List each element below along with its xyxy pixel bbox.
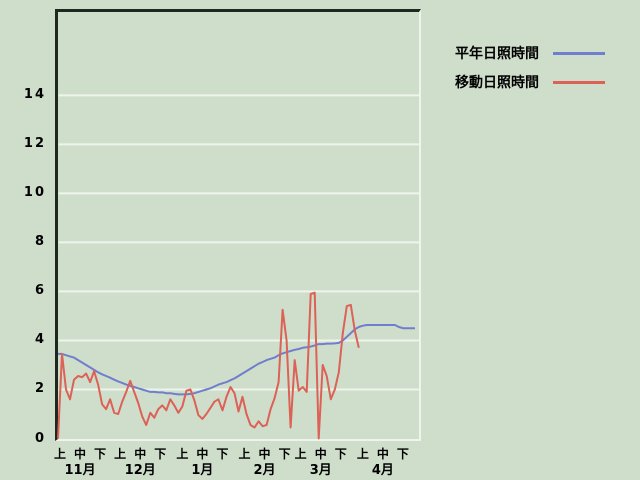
y-tick-label-2: 2 [34, 381, 46, 397]
legend-label-normal-sunshine: 平年日照時間 [455, 46, 539, 62]
x-month-label-12月: 12月 [124, 463, 156, 478]
moving-line-swatch [553, 80, 605, 84]
x-tick-4月-中: 中 [376, 447, 389, 461]
x-tick-3月-下: 下 [334, 447, 347, 461]
x-tick-2月-下: 下 [278, 447, 291, 461]
y-tick-label-14: 14 [23, 87, 46, 103]
y-tick-label-10: 10 [23, 185, 46, 201]
x-tick-4月-上: 上 [356, 447, 369, 461]
x-tick-12月-下: 下 [154, 447, 167, 461]
x-tick-11月-下: 下 [94, 447, 107, 461]
y-tick-label-8: 8 [34, 234, 46, 250]
legend-row-moving: 移動日照時間 [455, 72, 605, 92]
normal-line-swatch [553, 51, 605, 55]
x-month-label-1月: 1月 [191, 463, 214, 478]
x-tick-2月-中: 中 [258, 447, 271, 461]
legend: 平年日照時間 移動日照時間 [455, 43, 605, 101]
x-tick-1月-下: 下 [216, 447, 229, 461]
y-tick-label-0: 0 [34, 430, 46, 446]
legend-label-moving-sunshine: 移動日照時間 [455, 75, 539, 91]
y-tick-label-6: 6 [34, 283, 46, 299]
y-tick-label-12: 12 [23, 136, 46, 152]
x-tick-1月-上: 上 [176, 447, 189, 461]
x-tick-3月-中: 中 [314, 447, 327, 461]
x-tick-12月-中: 中 [134, 447, 147, 461]
x-tick-2月-上: 上 [238, 447, 251, 461]
x-month-label-2月: 2月 [253, 463, 276, 478]
x-tick-11月-中: 中 [74, 447, 87, 461]
x-tick-4月-下: 下 [396, 447, 409, 461]
x-tick-12月-上: 上 [114, 447, 127, 461]
x-tick-3月-上: 上 [294, 447, 307, 461]
x-month-label-4月: 4月 [371, 463, 394, 478]
x-month-label-11月: 11月 [64, 463, 96, 478]
legend-row-normal: 平年日照時間 [455, 43, 605, 63]
x-month-label-3月: 3月 [309, 463, 332, 478]
y-tick-label-4: 4 [34, 332, 46, 348]
x-tick-11月-上: 上 [53, 447, 66, 461]
plot-area [55, 9, 421, 441]
x-tick-1月-中: 中 [196, 447, 209, 461]
